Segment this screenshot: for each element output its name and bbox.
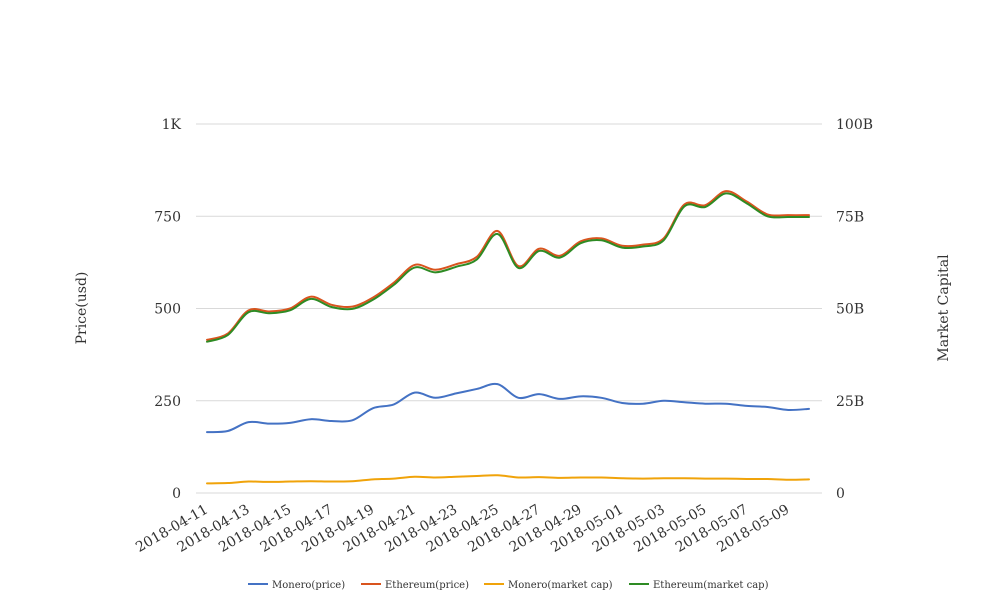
- y2-tick-label: 75B: [836, 209, 864, 225]
- legend-label: Ethereum(market cap): [653, 580, 769, 591]
- series-line-ethereum-market-cap: [206, 192, 810, 343]
- series-lines: [206, 190, 810, 485]
- x-axis-ticks: 2018-04-112018-04-132018-04-152018-04-17…: [133, 502, 792, 556]
- series-line-monero-market-cap: [206, 474, 810, 485]
- y-tick-label: 250: [154, 394, 181, 410]
- legend-item: Ethereum(market cap): [629, 580, 769, 591]
- legend-label: Monero(market cap): [508, 580, 613, 591]
- right-y-axis-title: Market Capital: [936, 254, 952, 362]
- legend-item: Ethereum(price): [361, 580, 469, 591]
- y-tick-label: 1K: [162, 117, 182, 133]
- right-y-axis-ticks: 0 25B 50B 75B 100B: [836, 117, 873, 502]
- legend-label: Ethereum(price): [385, 580, 469, 591]
- left-y-axis-title: Price(usd): [74, 272, 90, 345]
- y-tick-label: 750: [154, 209, 181, 225]
- y2-tick-label: 0: [836, 486, 845, 502]
- left-y-axis-ticks: 0 250 500 750 1K: [154, 117, 181, 502]
- y-tick-label: 500: [154, 302, 181, 318]
- y-tick-label: 0: [172, 486, 181, 502]
- series-line-monero-price: [206, 382, 810, 434]
- grid-lines: [196, 123, 822, 494]
- series-line-ethereum-price: [206, 190, 810, 341]
- legend: Monero(price) Ethereum(price) Monero(marke…: [248, 580, 769, 591]
- legend-item: Monero(market cap): [484, 580, 613, 591]
- y2-tick-label: 100B: [836, 117, 873, 133]
- legend-label: Monero(price): [272, 580, 345, 591]
- y2-tick-label: 25B: [836, 394, 864, 410]
- legend-item: Monero(price): [248, 580, 345, 591]
- y2-tick-label: 50B: [836, 302, 864, 318]
